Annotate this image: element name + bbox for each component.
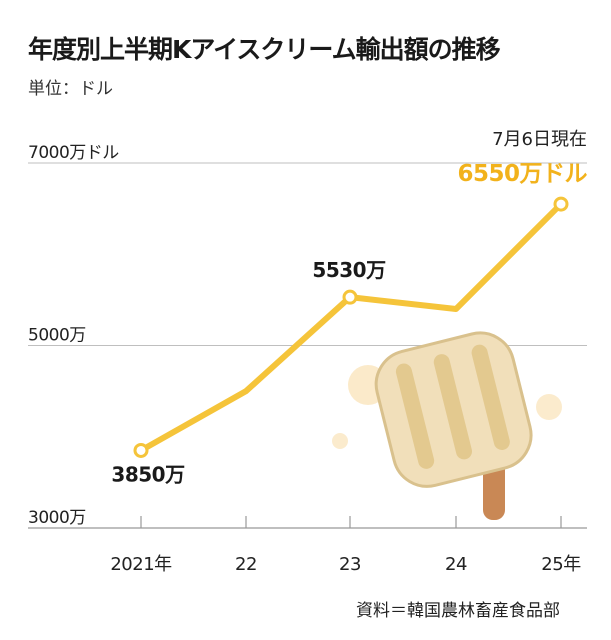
x-tick-label: 25年 <box>541 554 581 575</box>
y-tick-label: 5000万 <box>28 326 86 346</box>
ice-cream-illustration <box>332 331 562 520</box>
y-tick-label: 3000万 <box>28 508 86 528</box>
x-axis-labels: 2021年 22 23 24 25年 <box>110 554 581 575</box>
unit-label: 単位：ドル <box>28 79 113 99</box>
gridlines <box>28 162 587 346</box>
data-label: 5530万 <box>312 258 386 282</box>
source-note: 資料＝韓国農林畜産食品部 <box>356 601 560 621</box>
x-tick-label: 24 <box>445 554 467 575</box>
latest-value-annotation: 7月6日現在 6550万ドル <box>457 129 588 187</box>
y-tick-label: 7000万ドル <box>28 143 119 163</box>
x-tick-label: 2021年 <box>110 554 172 575</box>
data-labels: 3850万 5530万 <box>111 258 386 486</box>
annotation-value: 6550万ドル <box>457 161 587 187</box>
x-tick-label: 23 <box>339 554 361 575</box>
ice-cream-bar-icon <box>374 331 533 520</box>
data-point <box>133 442 149 458</box>
data-point <box>342 289 358 305</box>
chart-title: 年度別上半期Kアイスクリーム輸出額の推移 <box>28 35 501 64</box>
data-point <box>553 196 569 212</box>
annotation-date: 7月6日現在 <box>492 129 587 150</box>
plot-area <box>133 196 569 458</box>
x-tick-label: 22 <box>235 554 257 575</box>
x-axis <box>28 516 587 529</box>
data-label: 3850万 <box>111 462 185 486</box>
decor-bubble <box>332 433 348 449</box>
decor-bubble <box>536 394 562 420</box>
y-axis-labels: 3000万 5000万 7000万ドル <box>28 143 120 528</box>
